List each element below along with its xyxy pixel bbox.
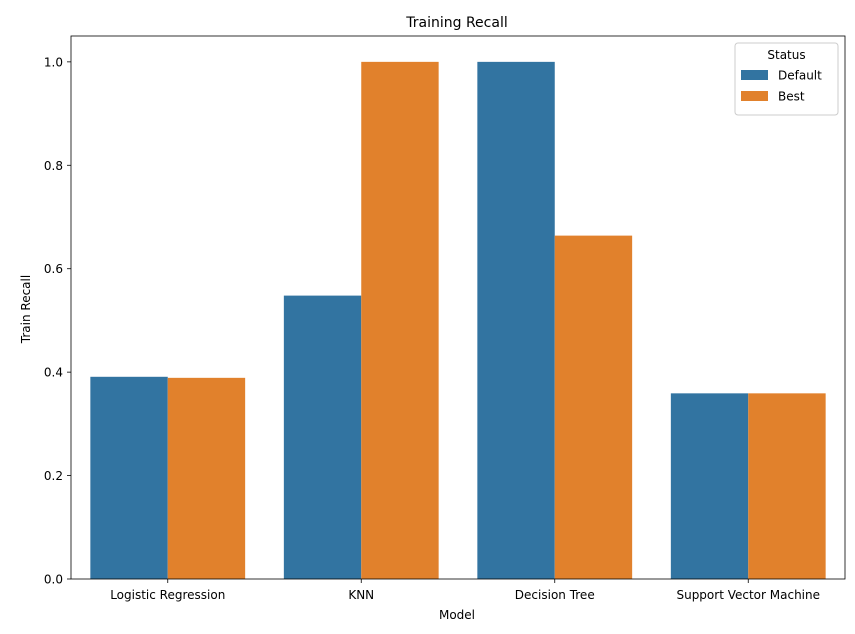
legend-title: Status: [767, 48, 805, 62]
bar-best-3: [554, 235, 633, 580]
bar-default-4: [670, 393, 749, 579]
bar-default-2: [283, 295, 362, 579]
y-tick-label: 0.2: [44, 469, 63, 483]
legend-swatch-default: [741, 70, 768, 80]
x-tick-label: Support Vector Machine: [676, 588, 820, 602]
x-axis-label: Model: [439, 608, 475, 622]
legend-label-best: Best: [778, 90, 805, 104]
chart-title: Training Recall: [405, 15, 507, 31]
y-axis-label: Train Recall: [19, 275, 33, 344]
y-tick-label: 0.0: [44, 573, 63, 587]
y-tick-label: 0.6: [44, 262, 63, 276]
x-tick-label: Decision Tree: [515, 588, 595, 602]
y-tick-label: 0.8: [44, 159, 63, 173]
bar-best-4: [748, 393, 826, 579]
y-tick-label: 1.0: [44, 55, 63, 69]
bar-best-2: [361, 61, 439, 580]
y-tick-label: 0.4: [44, 366, 63, 380]
legend: Status Default Best: [734, 42, 839, 116]
bar-default-3: [477, 61, 555, 580]
bar-default-1: [90, 376, 168, 579]
legend-label-default: Default: [778, 69, 822, 83]
x-axis-ticks: Logistic Regression KNN Decision Tree Suppo…: [110, 579, 820, 602]
legend-swatch-best: [741, 91, 768, 101]
x-tick-label: Logistic Regression: [110, 588, 225, 602]
plot-area: [70, 35, 846, 580]
y-axis-ticks: 0.0 0.2 0.4 0.6 0.8 1.0: [44, 55, 71, 587]
plot-frame: [70, 35, 846, 580]
bar-best-1: [167, 377, 246, 579]
x-tick-label: KNN: [348, 588, 374, 602]
